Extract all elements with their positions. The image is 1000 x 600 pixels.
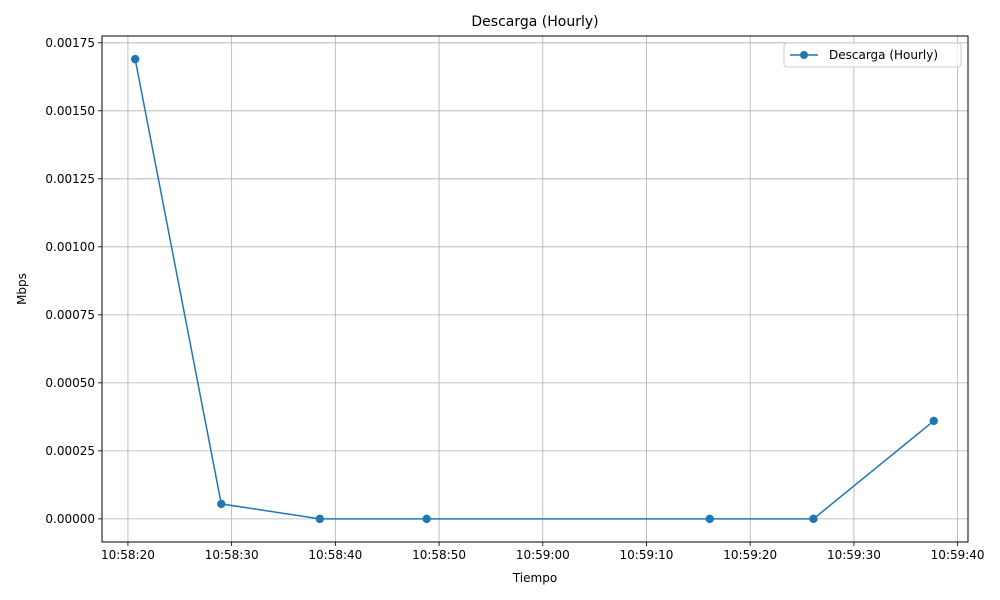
x-tick-label: 10:58:50 [412,548,466,562]
x-axis-label: Tiempo [512,571,557,585]
y-tick-label: 0.00000 [45,512,95,526]
legend-box [783,42,962,68]
series-layer [130,54,938,524]
y-tick-label: 0.00075 [45,308,95,322]
x-tick-label: 10:59:10 [620,548,674,562]
y-tick-label: 0.00100 [45,240,95,254]
y-axis-label: Mbps [15,273,29,305]
legend: Descarga (Hourly) [783,42,962,68]
data-point [217,499,226,509]
data-point [315,514,324,524]
data-point [929,416,938,426]
y-tick-label: 0.00175 [45,36,95,50]
y-tick-label: 0.00025 [45,444,95,458]
x-tick-label: 10:58:20 [101,548,155,562]
x-tick-label: 10:59:00 [516,548,570,562]
data-point [809,514,818,524]
data-point [705,514,714,524]
axis-ticks: 10:58:20 10:58:30 10:58:40 10:58:50 10:59:00… [45,36,984,562]
y-tick-label: 0.00125 [45,172,95,186]
y-tick-label: 0.00150 [45,104,95,118]
grid [102,36,968,542]
x-tick-label: 10:59:30 [827,548,881,562]
y-tick-label: 0.00050 [45,376,95,390]
x-tick-label: 10:58:30 [205,548,259,562]
data-point [422,514,431,524]
x-tick-label: 10:58:40 [308,548,362,562]
x-tick-label: 10:59:40 [931,548,985,562]
plot-frame [101,35,969,543]
legend-marker-swatch [800,51,808,59]
legend-entry-label: Descarga (Hourly) [829,48,938,62]
data-point [130,54,140,64]
chart-title: Descarga (Hourly) [471,14,598,30]
x-tick-label: 10:59:20 [723,548,777,562]
